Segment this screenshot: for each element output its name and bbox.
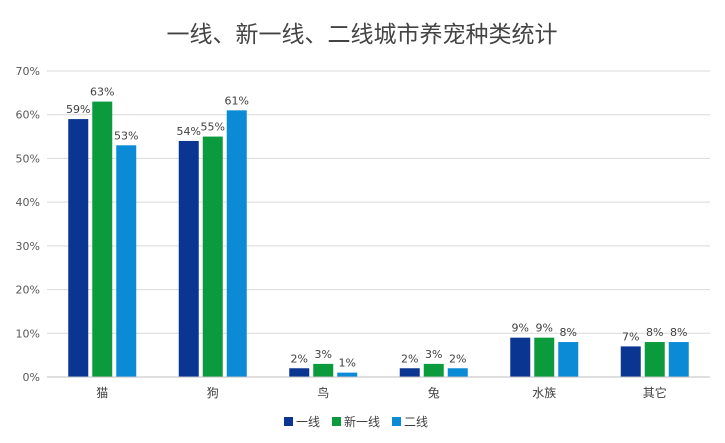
legend-swatch	[392, 417, 401, 426]
data-label: 9%	[512, 322, 529, 335]
axes: 0% 10% 20% 30% 40% 50% 60% 70% 猫 狗 鸟 兔 水族 其它	[16, 65, 710, 400]
data-label: 8%	[670, 326, 687, 339]
bar-2-2	[337, 372, 358, 377]
bar-2-1	[313, 363, 334, 377]
data-labels: 59%63% 53% 54% 55% 61% 2% 3% 1% 2% 3% 2% 9% 9% 8% 7% 8%…	[66, 86, 687, 370]
data-label: 54%	[177, 125, 201, 138]
x-tick-label: 狗	[207, 386, 219, 400]
bar-4-1	[534, 337, 555, 377]
data-label: 53%	[114, 129, 138, 142]
x-tick-label: 水族	[532, 386, 556, 400]
bar-3-1	[423, 363, 444, 377]
legend-label: 一线	[296, 415, 320, 429]
chart-title: 一线、新一线、二线城市养宠种类统计	[167, 22, 558, 48]
gridlines	[47, 70, 710, 334]
y-tick-label: 20%	[16, 284, 40, 297]
bar-2-0	[289, 368, 310, 377]
data-label: 61%	[225, 94, 249, 107]
legend-label: 二线	[404, 415, 428, 429]
legend: 一线 新一线 二线	[284, 414, 428, 429]
y-tick-label: 50%	[16, 152, 40, 165]
data-label: 3%	[425, 348, 442, 361]
bar-4-0	[510, 337, 531, 377]
data-label: 2%	[291, 352, 308, 365]
x-tick-label: 猫	[96, 386, 108, 400]
x-tick-label: 鸟	[317, 385, 329, 400]
bar-1-2	[226, 110, 247, 377]
y-tick-label: 60%	[16, 109, 40, 122]
data-label: 2%	[401, 352, 418, 365]
data-label: 2%	[449, 352, 466, 365]
y-tick-label: 10%	[16, 327, 40, 340]
data-label: 59%	[66, 103, 90, 116]
bar-4-2	[558, 342, 579, 377]
bar-5-2	[668, 342, 689, 377]
bar-5-1	[644, 342, 665, 377]
bar-0-2	[116, 145, 137, 377]
bar-3-2	[447, 368, 468, 377]
y-tick-label: 40%	[16, 196, 40, 209]
x-tick-label: 其它	[643, 385, 667, 400]
bar-0-1	[92, 101, 113, 377]
bar-1-0	[178, 140, 199, 377]
y-tick-label: 70%	[16, 65, 40, 78]
bar-3-0	[399, 368, 420, 377]
data-label: 7%	[622, 330, 639, 343]
data-label: 63%	[90, 86, 114, 99]
legend-swatch	[332, 417, 341, 426]
data-label: 8%	[646, 326, 663, 339]
legend-swatch	[284, 417, 293, 426]
data-label: 1%	[339, 357, 356, 370]
bar-1-1	[202, 136, 223, 377]
bar-0-0	[68, 119, 89, 377]
x-tick-label: 兔	[428, 385, 440, 400]
data-label: 9%	[536, 322, 553, 335]
bar-5-0	[620, 346, 641, 377]
legend-label: 新一线	[344, 414, 380, 429]
y-tick-label: 0%	[23, 371, 40, 384]
bars	[68, 101, 689, 377]
y-tick-label: 30%	[16, 240, 40, 253]
data-label: 3%	[315, 348, 332, 361]
data-label: 55%	[201, 121, 225, 134]
data-label: 8%	[560, 326, 577, 339]
